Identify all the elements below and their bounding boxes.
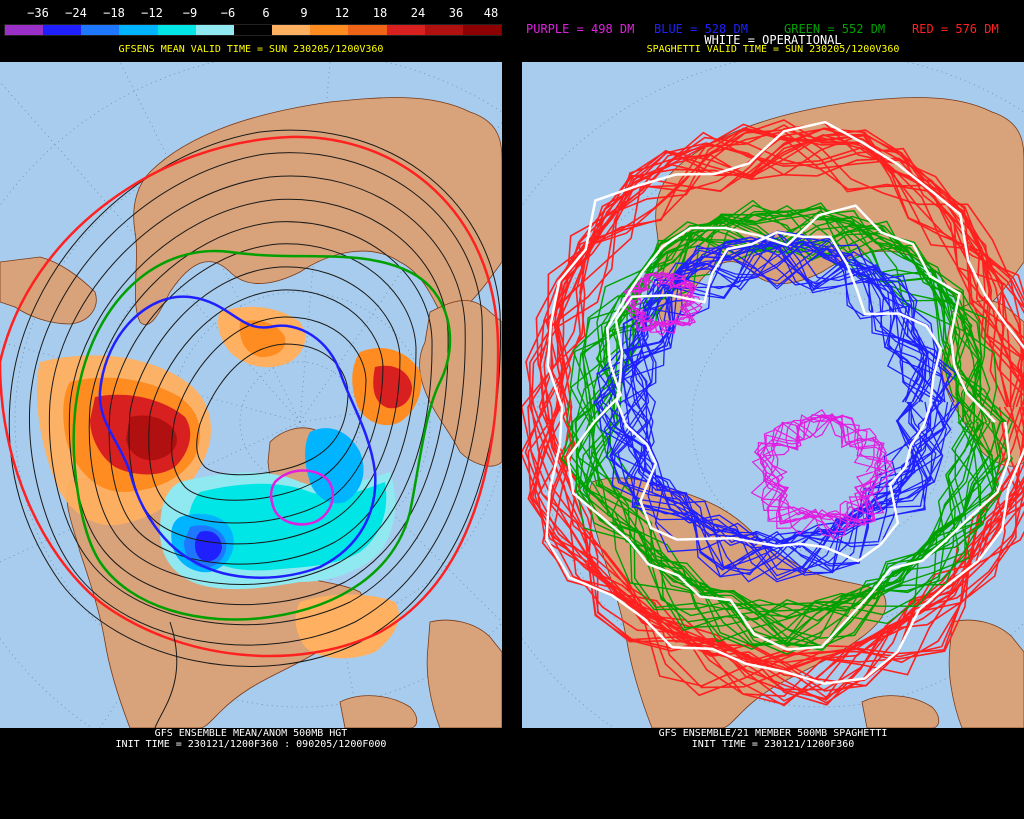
legend-purple: PURPLE = 498 DM (526, 22, 635, 36)
legend-red: RED = 576 DM (912, 22, 999, 36)
colorbar-segment (386, 25, 425, 35)
colorbar-segment (310, 25, 349, 35)
colorbar-segment (119, 25, 158, 35)
spaghetti-contour (623, 272, 698, 333)
positive-anomaly (239, 320, 286, 358)
spaghetti-caption-line1: GFS ENSEMBLE/21 MEMBER 500MB SPAGHETTI (658, 728, 888, 739)
spaghetti-contour (575, 199, 983, 650)
anomaly-colorbar (4, 24, 502, 36)
spaghetti-contour (565, 222, 1002, 647)
spaghetti-contour (535, 129, 1024, 671)
panel-divider (502, 0, 522, 819)
spaghetti-panel: PURPLE = 498 DM BLUE = 528 DM GREEN = 55… (522, 0, 1024, 819)
legend-blue: BLUE = 528 DM (654, 22, 748, 36)
tick-label: 48 (483, 6, 499, 20)
tick-label: −12 (141, 6, 163, 20)
spaghetti-contour (760, 413, 885, 525)
colorbar-segment (272, 25, 311, 35)
mean-caption-line1: GFS ENSEMBLE MEAN/ANOM 500MB HGT (154, 728, 348, 739)
tick-label: 36 (448, 6, 464, 20)
mean-caption-line2: INIT TIME = 230121/1200F360 : 090205/120… (115, 739, 387, 750)
spaghetti-contour (621, 240, 939, 549)
tick-label: 24 (410, 6, 426, 20)
spaghetti-contour (525, 124, 1023, 687)
blue-contour (98, 295, 377, 579)
spaghetti-contour (614, 231, 943, 563)
colorbar-segment (233, 25, 273, 35)
spaghetti-contour (623, 242, 958, 572)
spaghetti-contour (625, 271, 698, 333)
spaghetti-contour (543, 129, 1024, 665)
spaghetti-contour (538, 127, 1024, 664)
tick-label: −36 (27, 6, 49, 20)
mean-valid-time: GFSENS MEAN VALID TIME = SUN 230205/1200… (118, 44, 384, 55)
black-contour (154, 621, 178, 728)
colorbar-segment (81, 25, 120, 35)
spaghetti-contour (545, 120, 1024, 685)
tick-label: −24 (65, 6, 87, 20)
colorbar-segment (424, 25, 463, 35)
colorbar-segment (462, 25, 502, 35)
spaghetti-contour (566, 204, 1011, 651)
colorbar-segment (43, 25, 82, 35)
colorbar-segment (195, 25, 234, 35)
spaghetti-contour (621, 236, 936, 553)
spaghetti-contour (539, 128, 1024, 671)
spaghetti-lines (522, 119, 1024, 707)
tick-label: 18 (372, 6, 388, 20)
height-contours (8, 129, 501, 667)
green-contour (72, 249, 452, 621)
spaghetti-caption-line2: INIT TIME = 230121/1200F360 (691, 739, 855, 750)
ensemble-mean-map (0, 62, 502, 728)
legend-white: WHITE = OPERATIONAL (704, 33, 842, 47)
spaghetti-map (522, 62, 1024, 728)
tick-label: −6 (220, 6, 236, 20)
spaghetti-contour (750, 414, 890, 538)
colorbar-segment (5, 25, 44, 35)
negative-anomaly (188, 482, 387, 571)
spaghetti-contour (751, 409, 885, 535)
spaghetti-legend: PURPLE = 498 DM BLUE = 528 DM GREEN = 55… (522, 22, 1024, 38)
anomaly-shading (36, 306, 422, 659)
spaghetti-contour (761, 414, 894, 533)
spaghetti-contour (527, 132, 1024, 700)
colorbar-segment (157, 25, 196, 35)
tick-label: −18 (103, 6, 125, 20)
spaghetti-contour (762, 416, 887, 526)
spaghetti-contour (599, 236, 937, 578)
colorbar-tick-labels: −36 −24 −18 −12 −9 −6 6 9 12 18 24 36 48 (4, 6, 500, 22)
ensemble-mean-panel: −36 −24 −18 −12 −9 −6 6 9 12 18 24 36 48… (0, 0, 502, 819)
colorbar-segment (348, 25, 387, 35)
tick-label: 6 (262, 6, 270, 20)
spaghetti-contour (539, 119, 1024, 676)
spaghetti-contour (760, 417, 896, 541)
tick-label: −9 (182, 6, 198, 20)
red-contour (0, 135, 500, 658)
positive-anomaly (126, 415, 177, 461)
legend-green: GREEN = 552 DM (784, 22, 886, 36)
tick-label: 9 (300, 6, 308, 20)
tick-label: 12 (334, 6, 350, 20)
negative-anomaly (305, 428, 364, 504)
negative-anomaly (194, 530, 222, 562)
spaghetti-contour (595, 243, 935, 570)
purple-contour (269, 469, 335, 526)
spaghetti-valid-time: SPAGHETTI VALID TIME = SUN 230205/1200V3… (646, 44, 900, 55)
spaghetti-contour (597, 241, 928, 578)
